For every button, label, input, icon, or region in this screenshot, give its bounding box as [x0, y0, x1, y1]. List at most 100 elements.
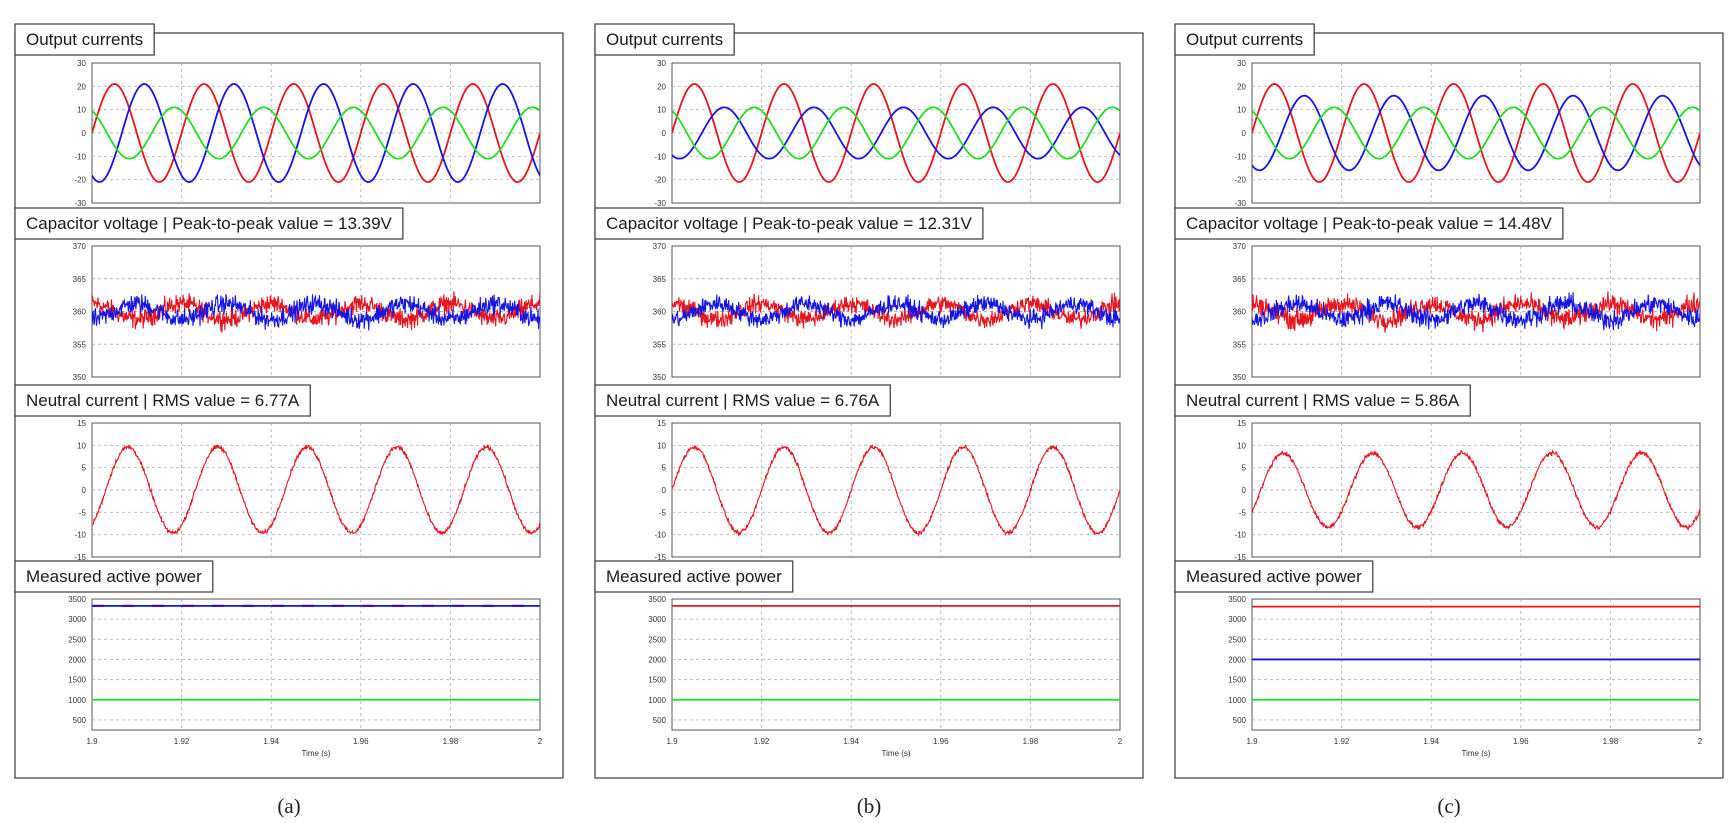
panel-1: Output currents-30-20-100102030Capacitor…: [14, 23, 564, 818]
series-line-2: [1252, 94, 1700, 172]
y-tick-label: -10: [1234, 531, 1246, 540]
subplot-title-box: [594, 560, 794, 593]
subplot-title: Capacitor voltage | Peak-to-peak value =…: [26, 214, 393, 233]
y-tick-label: 10: [657, 441, 666, 450]
series-line-2: [672, 106, 1120, 160]
plot-area: [671, 598, 1121, 731]
subplot-title-box: [1174, 207, 1564, 240]
y-tick-label: 500: [73, 716, 87, 725]
subplot-title: Output currents: [1186, 30, 1303, 49]
x-tick-label: 1.96: [933, 737, 949, 746]
y-tick-label: 2000: [1228, 655, 1246, 664]
x-axis-label: Time (s): [1461, 749, 1490, 758]
subplot-title: Capacitor voltage | Peak-to-peak value =…: [606, 214, 973, 233]
y-tick-label: 350: [1233, 373, 1247, 382]
subplot-2: Capacitor voltage | Peak-to-peak value =…: [594, 207, 1121, 382]
subplot-title: Neutral current | RMS value = 6.76A: [606, 391, 880, 410]
y-tick-label: -5: [79, 508, 87, 517]
y-tick-label: 2000: [648, 655, 666, 664]
y-tick-label: -5: [1239, 508, 1247, 517]
y-tick-label: 10: [1237, 106, 1246, 115]
series-line-3: [92, 106, 540, 160]
y-tick-label: 360: [1233, 308, 1247, 317]
series-line-2: [1252, 292, 1700, 331]
y-tick-label: 3500: [1228, 595, 1246, 604]
subplot-4: Measured active power 500 1000 1500 2000 2500…: [1174, 560, 1703, 758]
subplot-title-box: [1174, 384, 1471, 417]
series-line-3: [672, 106, 1120, 160]
series-line-3: [1252, 106, 1700, 160]
y-tick-label: 500: [653, 716, 667, 725]
x-tick-label: 1.94: [263, 737, 279, 746]
y-tick-label: 10: [77, 106, 86, 115]
y-tick-label: 2000: [68, 655, 86, 664]
y-tick-label: 365: [653, 275, 667, 284]
y-tick-label: 355: [1233, 340, 1247, 349]
series-line-1: [672, 444, 1120, 538]
y-tick-label: 365: [73, 275, 87, 284]
series-line-2: [672, 294, 1120, 330]
y-tick-label: 20: [77, 82, 86, 91]
y-tick-label: -30: [1234, 199, 1246, 208]
y-tick-label: 1500: [68, 676, 86, 685]
x-axis-label: Time (s): [301, 749, 330, 758]
panel-caption: (c): [1437, 794, 1460, 818]
subplot-3: Neutral current | RMS value = 5.86A -15 -1…: [1174, 384, 1701, 562]
y-tick-label: 360: [73, 308, 87, 317]
y-tick-label: 0: [82, 486, 87, 495]
y-tick-label: 10: [657, 106, 666, 115]
subplot-4: Measured active power 500 1000 1500 2000 2500…: [14, 560, 543, 758]
y-tick-label: 5: [1242, 464, 1247, 473]
subplot-1: Output currents -30 -20 -10 0 10 20 30: [1174, 23, 1701, 208]
subplot-3: Neutral current | RMS value = 6.77A -15 -1…: [14, 384, 541, 562]
subplot-2: Capacitor voltage | Peak-to-peak value =…: [1174, 207, 1701, 382]
y-tick-label: 355: [73, 340, 87, 349]
y-tick-label: -10: [654, 152, 666, 161]
y-tick-label: 0: [662, 486, 667, 495]
y-tick-label: 3000: [648, 615, 666, 624]
y-tick-label: 0: [662, 129, 667, 138]
subplot-title: Measured active power: [606, 567, 782, 586]
y-tick-label: 15: [657, 419, 666, 428]
y-tick-label: -10: [1234, 152, 1246, 161]
y-tick-label: -30: [74, 199, 86, 208]
y-tick-label: 360: [653, 308, 667, 317]
series-line-1: [672, 292, 1120, 329]
x-tick-label: 1.96: [353, 737, 369, 746]
subplot-title: Measured active power: [26, 567, 202, 586]
subplot-title-box: [14, 23, 155, 56]
subplot-title-box: [1174, 560, 1374, 593]
y-tick-label: -15: [74, 553, 86, 562]
subplot-2: Capacitor voltage | Peak-to-peak value =…: [14, 207, 541, 382]
y-tick-label: 1000: [68, 696, 86, 705]
y-tick-label: 350: [653, 373, 667, 382]
subplot-title-box: [594, 207, 984, 240]
x-axis-label: Time (s): [881, 749, 910, 758]
y-tick-label: 3000: [1228, 615, 1246, 624]
y-tick-label: -20: [1234, 176, 1246, 185]
y-tick-label: 1500: [648, 676, 666, 685]
subplot-title: Neutral current | RMS value = 6.77A: [26, 391, 300, 410]
series-line-1: [672, 83, 1120, 183]
y-tick-label: 0: [1242, 486, 1247, 495]
subplot-title-box: [14, 207, 404, 240]
y-tick-label: 30: [1237, 59, 1246, 68]
x-tick-label: 1.96: [1513, 737, 1529, 746]
y-tick-label: -5: [659, 508, 667, 517]
series-line-2: [92, 294, 540, 331]
x-tick-label: 1.94: [843, 737, 859, 746]
y-tick-label: 370: [653, 242, 667, 251]
subplot-title: Neutral current | RMS value = 5.86A: [1186, 391, 1460, 410]
series-line-1: [1252, 83, 1700, 183]
series-line-1: [92, 83, 540, 183]
y-tick-label: -20: [654, 176, 666, 185]
y-tick-label: 355: [653, 340, 667, 349]
subplot-title: Capacitor voltage | Peak-to-peak value =…: [1186, 214, 1553, 233]
x-tick-label: 2: [538, 737, 543, 746]
y-tick-label: -10: [74, 152, 86, 161]
panel-caption: (b): [857, 794, 882, 818]
y-tick-label: 30: [77, 59, 86, 68]
subplot-1: Output currents -30 -20 -10 0 10 20 30: [594, 23, 1121, 208]
series-line-1: [92, 444, 540, 536]
